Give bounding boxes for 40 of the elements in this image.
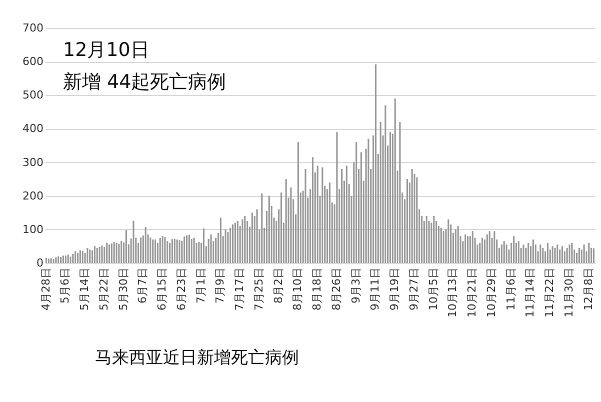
- y-tick-label: 200: [22, 189, 44, 202]
- x-tick-label: 7月17日: [233, 268, 246, 310]
- x-tick-label: 7月1日: [194, 268, 208, 304]
- y-tick-label: 100: [22, 222, 44, 236]
- x-tick-label: 5月22日: [97, 268, 110, 310]
- x-tick-label: 9月3日: [349, 268, 362, 304]
- x-tick-label: 7月9日: [214, 268, 227, 304]
- y-tick-label: 500: [22, 88, 44, 102]
- x-tick-label: 10月29日: [484, 268, 498, 318]
- y-tick-label: 0: [36, 256, 44, 270]
- x-tick-label: 6月7日: [136, 268, 150, 304]
- y-tick-label: 400: [22, 122, 44, 136]
- x-tick-label: 9月27日: [407, 268, 420, 310]
- x-tick-label: 6月23日: [174, 268, 188, 310]
- x-tick-label: 10月21日: [466, 268, 479, 318]
- x-tick-label: 7月25日: [252, 268, 266, 310]
- x-tick-label: 10月13日: [446, 268, 460, 318]
- x-tick-label: 11月30日: [562, 268, 576, 318]
- x-tick-label: 5月6日: [58, 268, 72, 304]
- x-tick-label: 10月5日: [426, 268, 440, 310]
- x-tick-label: 11月22日: [543, 268, 556, 318]
- x-tick-label: 8月26日: [330, 268, 343, 310]
- x-tick-label: 8月10日: [291, 268, 304, 310]
- x-tick-label: 9月19日: [388, 268, 402, 310]
- x-tick-label: 4月28日: [39, 268, 52, 310]
- x-tick-label: 11月14日: [524, 268, 537, 318]
- y-tick-label: 600: [22, 55, 44, 68]
- y-tick-label: 300: [22, 156, 44, 169]
- text: 马来西亚近日新增死亡病例: [95, 348, 299, 368]
- x-tick-label: 11月6日: [504, 268, 518, 310]
- x-tick-label: 8月18日: [310, 268, 324, 310]
- x-tick-label: 9月11日: [368, 268, 382, 310]
- x-tick-label: 5月14日: [78, 268, 92, 310]
- annotation: 12月10日: [63, 39, 150, 61]
- annotation: 新增 44起死亡病例: [63, 71, 226, 93]
- y-tick-label: 700: [22, 22, 44, 34]
- x-tick-label: 12月8日: [582, 268, 595, 310]
- x-tick-label: 5月30日: [116, 268, 130, 310]
- x-tick-label: 6月15日: [156, 268, 169, 310]
- x-tick-label: 8月2日: [272, 268, 285, 304]
